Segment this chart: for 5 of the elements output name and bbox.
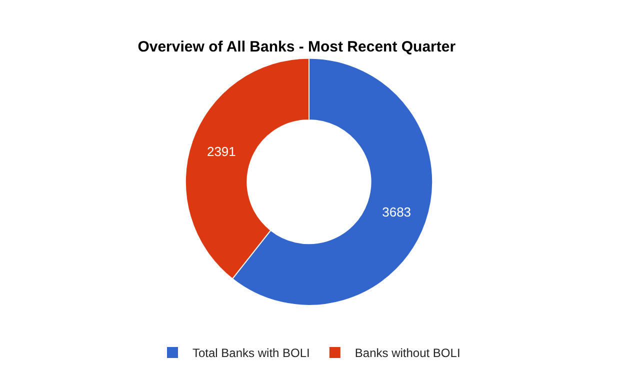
legend-label: Total Banks with BOLI [192,346,310,360]
legend-label: Banks without BOLI [354,346,460,360]
data-label: 2391 [206,144,236,159]
data-label: 3683 [382,204,412,220]
chart-title: Overview of All Banks - Most Recent Quarter [138,38,456,56]
